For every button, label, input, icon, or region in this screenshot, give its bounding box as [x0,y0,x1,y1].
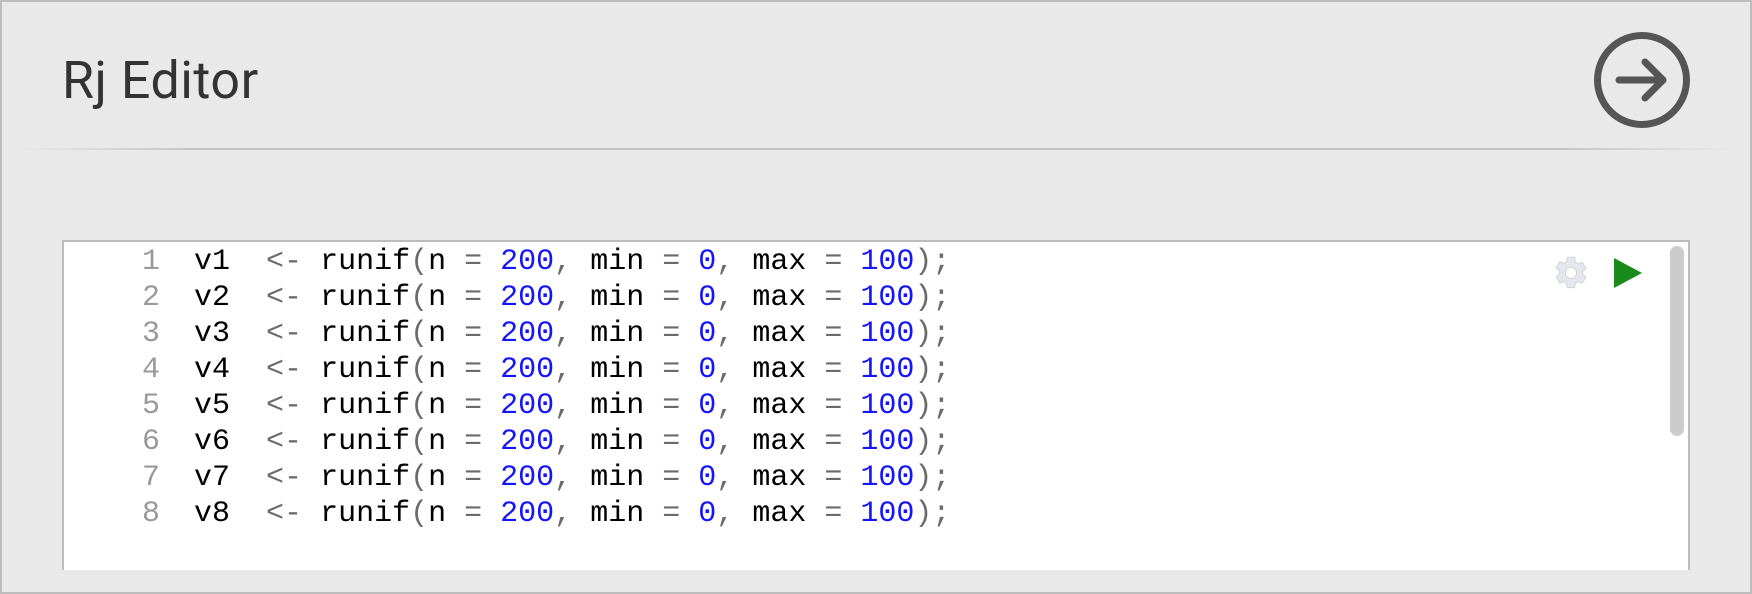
run-all-button[interactable] [1594,32,1690,128]
vertical-scrollbar[interactable] [1670,246,1684,436]
arrow-right-icon [1613,51,1671,109]
settings-button[interactable] [1552,254,1590,296]
line-number: 2 [64,280,160,316]
code-editor[interactable]: 12345678 v1 <- runif(n = 200, min = 0, m… [62,240,1690,570]
code-line: v7 <- runif(n = 200, min = 0, max = 100)… [194,460,1688,496]
code-line: v8 <- runif(n = 200, min = 0, max = 100)… [194,496,1688,532]
line-number: 5 [64,388,160,424]
line-number-gutter: 12345678 [64,242,182,570]
line-number: 1 [64,244,160,280]
code-line: v5 <- runif(n = 200, min = 0, max = 100)… [194,388,1688,424]
play-icon [1610,256,1644,290]
gear-icon [1552,254,1590,292]
code-line: v3 <- runif(n = 200, min = 0, max = 100)… [194,316,1688,352]
line-number: 3 [64,316,160,352]
panel-header: Rj Editor [2,2,1750,148]
panel-title: Rj Editor [62,50,259,111]
rj-editor-panel: Rj Editor 12345678 v1 <- runif(n = 200, … [0,0,1752,594]
code-content[interactable]: v1 <- runif(n = 200, min = 0, max = 100)… [182,242,1688,570]
run-button[interactable] [1610,256,1644,294]
code-line: v1 <- runif(n = 200, min = 0, max = 100)… [194,244,1688,280]
line-number: 6 [64,424,160,460]
line-number: 8 [64,496,160,532]
code-line: v4 <- runif(n = 200, min = 0, max = 100)… [194,352,1688,388]
editor-controls [1552,254,1644,296]
code-line: v2 <- runif(n = 200, min = 0, max = 100)… [194,280,1688,316]
line-number: 7 [64,460,160,496]
line-number: 4 [64,352,160,388]
header-divider [14,148,1738,150]
code-line: v6 <- runif(n = 200, min = 0, max = 100)… [194,424,1688,460]
